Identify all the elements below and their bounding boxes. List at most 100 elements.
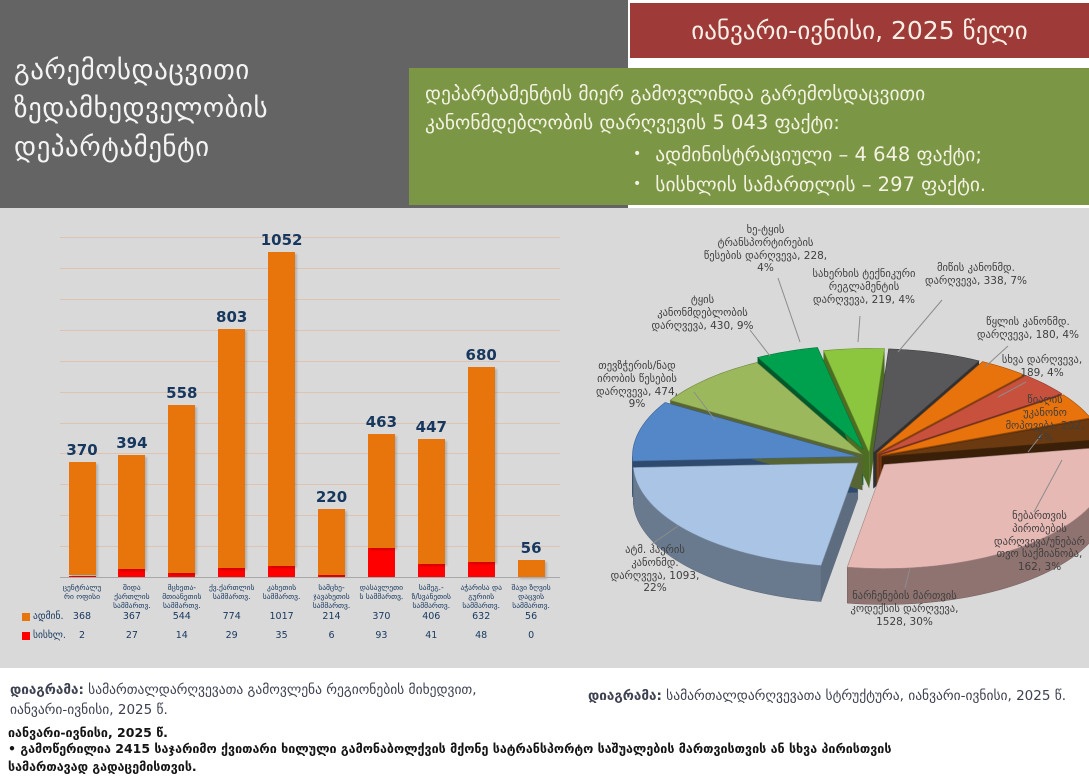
table-cell: 41 [425, 630, 438, 641]
period-banner: იანვარი-ივნისი, 2025 წელი [630, 3, 1089, 58]
bar-caption-line2: იანვარი-ივნისი, 2025 წ. [10, 702, 168, 719]
pie-slice-label: მიწის კანონმდ. დარღვევა, 338, 7% [924, 262, 1027, 287]
table-cell: 27 [125, 630, 138, 641]
pie-caption-prefix: დიაგრამა: [588, 688, 662, 704]
footer-period: იანვარი-ივნისი, 2025 წ. [8, 725, 168, 740]
gridline [60, 546, 560, 548]
pie-slice [878, 375, 1063, 455]
bar-segment-criminal [467, 562, 495, 577]
pie-slice-side-face [869, 348, 885, 489]
bar-category-label: დასავლეთი ს სამმართვ. [359, 583, 404, 601]
bar-total-label: 680 [465, 345, 497, 364]
bar-segment-admin [517, 559, 545, 577]
pie-caption-text: სამართალდარღვევათა სტრუქტურა, იანვარი-ივ… [661, 688, 1066, 704]
pie-label-leader-line [904, 567, 911, 589]
pie-slice [823, 348, 885, 454]
pie-chart-canvas [632, 277, 1089, 605]
bar-category-label: სამეგ.- ზ/სვანეთის სამმართვ. [411, 583, 451, 610]
footer-note: • გამოწერილია 2415 საჯარიმო ქვითარი ხილუ… [8, 741, 892, 775]
bar-category-label: შავი ზღვის დაცვის სამმართვ. [511, 583, 551, 610]
page-title: გარემოსდაცვითი ზედამხედველობის დეპარტამე… [14, 55, 269, 163]
x-axis-line [60, 577, 560, 578]
table-cell: 93 [375, 630, 388, 641]
pie-label-leader-line [857, 315, 861, 343]
bar-segment-criminal [268, 566, 296, 577]
gridline [60, 484, 560, 486]
summary-bullets: • ადმინისტრაციული – 4 648 ფაქტი; • სისხლ… [633, 140, 1073, 200]
bar-category-label: ცენტრალუ რი ოფისი [62, 583, 102, 601]
summary-bullet-admin-text: ადმინისტრაციული – 4 648 ფაქტი; [655, 142, 982, 166]
gridline [60, 237, 560, 239]
gridline [60, 515, 560, 517]
bar-total-label: 1052 [260, 231, 303, 249]
bar-segment-admin [168, 404, 196, 573]
table-cell: 48 [475, 630, 488, 641]
pie-label-leader-line [897, 299, 943, 353]
table-cell: 1017 [269, 611, 294, 622]
summary-box: დეპარტამენტის მიერ გამოვლინდა გარემოსდაც… [409, 68, 1089, 205]
gridline [60, 453, 560, 455]
gridline [60, 268, 560, 270]
table-cell: 2 [78, 630, 86, 641]
bar-segment-admin [118, 455, 146, 569]
table-cell: 368 [72, 611, 92, 622]
bar-segment-criminal [367, 548, 395, 577]
bullet-dot-icon: • [633, 145, 642, 162]
bar-segment-admin [367, 433, 395, 549]
pie-slice-label: წყლის კანონმდ. დარღვევა, 180, 4% [976, 316, 1079, 341]
table-cell: 6 [328, 630, 335, 641]
bar-total-label: 370 [66, 440, 98, 459]
pie-slice [632, 402, 858, 462]
pie-slice-label: ატმ. ჰაერის კანონმდ. დარღვევა, 1093, 22% [610, 544, 700, 595]
pie-slice [876, 361, 1025, 454]
summary-bullet-criminal: • სისხლის სამართლის – 297 ფაქტი. [633, 170, 1073, 200]
table-cell: 214 [322, 611, 341, 622]
bar-segment-criminal [118, 568, 146, 577]
bar-category-label: მცხეთა- მთიანეთის სამმართვ. [162, 583, 202, 610]
pie-slice [669, 362, 863, 455]
pie-slice-label: სახერხის ტექნიკური რეგლამენტის დარღვევა,… [812, 268, 916, 306]
gridline [60, 329, 560, 331]
pie-slice-label: წიაღის უკანონო მოპოვება, 202, 4% [1005, 394, 1085, 445]
bar-total-label: 803 [216, 307, 248, 326]
bar-total-label: 447 [415, 417, 447, 436]
bar-segment-criminal [68, 575, 96, 577]
summary-intro: დეპარტამენტის მიერ გამოვლინდა გარემოსდაც… [425, 82, 926, 135]
table-cell: 370 [372, 611, 391, 622]
pie-slice-label: ნებართვის პირობების დარღვევა/უნებარ თვო … [994, 510, 1085, 574]
table-cell: 29 [225, 630, 238, 641]
bar-caption-prefix: დიაგრამა: [10, 682, 84, 698]
summary-bullet-criminal-text: სისხლის სამართლის – 297 ფაქტი. [655, 172, 987, 196]
pie-label-leader-line [1033, 459, 1063, 513]
table-cell: 632 [472, 611, 491, 622]
pie-chart-caption: დიაგრამა: სამართალდარღვევათა სტრუქტურა, … [588, 686, 1088, 706]
bar-total-label: 463 [365, 412, 398, 431]
table-legend-swatch-criminal [22, 632, 30, 640]
pie-slice [872, 348, 980, 454]
bar-caption-text: სამართალდარღვევათა გამოვლენა რეგიონების … [83, 682, 477, 698]
table-cell: 14 [175, 630, 188, 641]
table-cell: 35 [275, 630, 288, 641]
bar-chart: 370 ცენტრალუ რი ოფისი 394 შიდა ქართლის სამმ… [20, 215, 565, 665]
pie-slice [632, 462, 859, 566]
bar-category-label: სამცხე- ჯავახეთის სამმართვ. [312, 583, 351, 610]
bar-category-label: აჭარისა და გურიის სამმართვ. [460, 583, 502, 610]
table-cell: 367 [122, 611, 141, 622]
table-legend-label: სისხლ. [33, 630, 66, 641]
bar-total-label: 394 [116, 434, 148, 453]
bar-segment-criminal [218, 568, 246, 577]
table-legend-label: ადმინ. [33, 611, 64, 622]
bar-segment-admin [318, 509, 345, 576]
bar-segment-admin [68, 461, 96, 576]
bar-category-label: შიდა ქართლის სამმართვ. [113, 583, 151, 610]
pie-slice [756, 347, 864, 450]
period-banner-text: იანვარი-ივნისი, 2025 წელი [691, 16, 1028, 45]
gridline [60, 360, 560, 362]
pie-slice-label: თევზჭერის/ნად ირობის წესების დარღვევა, 4… [595, 360, 679, 411]
table-legend-swatch-admin [22, 613, 30, 621]
bar-total-label: 220 [315, 488, 348, 507]
bar-segment-admin [467, 366, 495, 563]
summary-bullet-admin: • ადმინისტრაციული – 4 648 ფაქტი; [633, 140, 1073, 170]
table-cell: 406 [422, 611, 441, 622]
